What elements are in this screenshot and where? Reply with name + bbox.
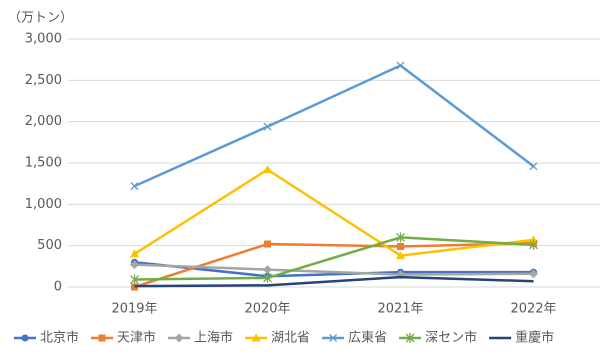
series-line <box>134 260 534 278</box>
data-point <box>130 249 139 258</box>
legend-label: 深セン市 <box>425 330 477 346</box>
legend-marker <box>174 333 184 343</box>
legend-label: 北京市 <box>40 330 79 346</box>
data-point <box>263 265 272 275</box>
series-line <box>133 168 534 257</box>
y-tick-label: 2,500 <box>25 73 62 88</box>
y-tick-label: 0 <box>54 280 62 295</box>
x-tick-label: 2020年 <box>244 302 290 317</box>
data-point <box>130 182 139 191</box>
data-point <box>396 232 405 243</box>
legend-marker <box>329 334 338 342</box>
y-tick-label: 3,000 <box>25 32 62 47</box>
legend-label: 天津市 <box>117 330 156 346</box>
legend-marker <box>98 334 106 342</box>
y-tick-label: 500 <box>37 238 62 253</box>
series-line <box>133 64 535 188</box>
legend-marker <box>21 334 29 342</box>
y-tick-label: 1,000 <box>25 197 62 212</box>
legend-marker <box>251 333 261 342</box>
data-point <box>529 239 538 250</box>
data-point <box>396 61 405 70</box>
legend-label: 湖北省 <box>271 331 310 346</box>
data-point <box>529 162 538 171</box>
data-point <box>131 283 138 291</box>
data-point <box>263 272 272 283</box>
series-line <box>134 241 534 289</box>
x-tick-label: 2019年 <box>111 302 157 317</box>
data-point <box>529 269 538 279</box>
y-axis-label: （万トン） <box>8 11 73 26</box>
data-point <box>130 274 139 285</box>
y-tick-label: 1,500 <box>25 156 62 171</box>
y-tick-label: 2,000 <box>25 114 62 129</box>
legend-label: 上海市 <box>194 330 233 346</box>
legend-marker <box>405 333 415 343</box>
x-tick-label: 2022年 <box>510 302 556 317</box>
series-line <box>134 275 534 288</box>
series-line <box>134 236 534 281</box>
data-point <box>264 240 271 248</box>
data-point <box>529 235 538 244</box>
x-tick-label: 2021年 <box>377 302 423 317</box>
legend-label: 重慶市 <box>515 330 554 346</box>
data-point <box>130 260 139 270</box>
data-point <box>397 242 404 250</box>
series-line <box>134 263 534 276</box>
legend-label: 広東省 <box>348 330 387 346</box>
data-point <box>263 122 272 131</box>
data-point <box>396 251 405 260</box>
data-point <box>263 165 272 174</box>
